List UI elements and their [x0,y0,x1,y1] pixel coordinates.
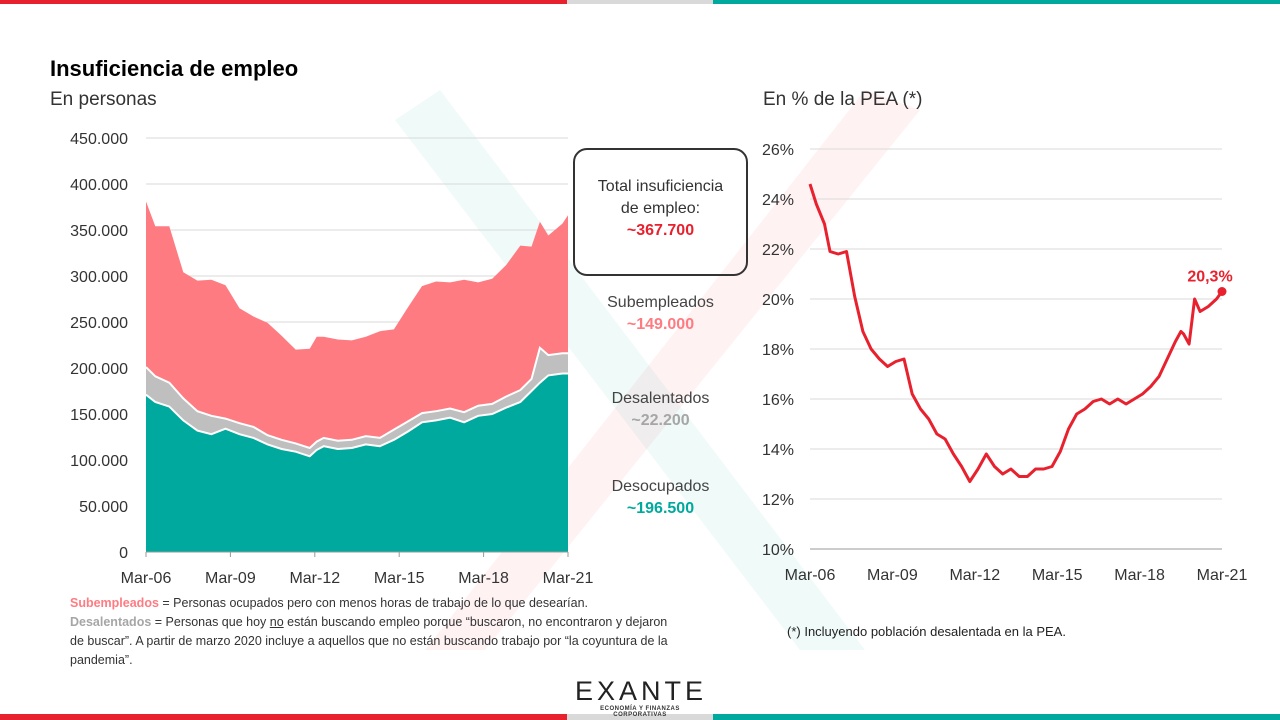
x-tick-label: Mar-21 [543,570,594,587]
x-tick-label: Mar-12 [289,570,340,587]
subempleados-def-text: = Personas ocupados pero con menos horas… [158,596,589,610]
desalentados-label: Desalentados [611,390,710,407]
left-chart-subtitle: En personas [50,89,157,110]
y-tick-label: 350.000 [70,223,128,240]
subempleados-area [146,201,568,448]
subempleados-value: ~149.000 [626,316,695,333]
last-value-label: 20,3% [1187,269,1232,286]
top-bar-red [0,0,567,4]
y-tick-label: 400.000 [70,177,128,194]
desocupados-value: ~196.500 [626,500,695,517]
y-tick-label: 0 [119,545,128,562]
subempleados-definition: Subempleados = Personas ocupados pero co… [70,594,670,613]
subempleados-label: Subempleados [607,294,714,311]
y-tick-label: 12% [762,492,794,509]
bottom-bar-gray [567,714,713,720]
desalentados-def-no: no [269,615,284,629]
y-tick-label: 450.000 [70,131,128,148]
x-tick-label: Mar-09 [205,570,256,587]
desalentados-summary: Desalentados ~22.200 [573,388,748,432]
x-tick-label: Mar-18 [1114,567,1165,584]
y-tick-label: 26% [762,142,794,159]
desalentados-definition: Desalentados = Personas que hoy no están… [70,613,670,670]
logo-name: EXANTE [575,676,708,706]
pea-percentage-line [808,183,1224,483]
subempleados-term: Subempleados [70,596,159,610]
logo-tagline: ECONOMÍA Y FINANZAS CORPORATIVAS [600,706,680,718]
y-tick-label: 100.000 [70,453,128,470]
subempleados-summary: Subempleados ~149.000 [573,292,748,336]
x-tick-label: Mar-15 [374,570,425,587]
x-tick-label: Mar-15 [1032,567,1083,584]
x-tick-label: Mar-21 [1197,567,1248,584]
total-summary-box: Total insuficiencia de empleo: ~367.700 [573,148,748,276]
y-tick-label: 16% [762,392,794,409]
y-tick-label: 150.000 [70,407,128,424]
desalentados-value: ~22.200 [631,412,690,429]
series-separator [145,372,568,458]
desalentados-term: Desalentados [70,615,152,629]
y-tick-label: 20% [762,292,794,309]
page-title: Insuficiencia de empleo [50,56,299,81]
last-value-marker [1217,287,1227,296]
y-tick-label: 200.000 [70,361,128,378]
series-separator [145,345,568,450]
top-bar-teal [713,0,1280,4]
y-tick-label: 18% [762,342,794,359]
exante-logo: EXANTE ECONOMÍA Y FINANZAS CORPORATIVAS [575,676,705,718]
y-tick-label: 250.000 [70,315,128,332]
desocupados-area [146,373,568,552]
y-tick-label: 10% [762,542,794,559]
y-tick-label: 24% [762,192,794,209]
x-tick-label: Mar-12 [949,567,1000,584]
x-tick-label: Mar-06 [785,567,836,584]
y-tick-label: 50.000 [79,499,128,516]
definitions-note: Subempleados = Personas ocupados pero co… [70,594,670,670]
desocupados-summary: Desocupados ~196.500 [573,476,748,520]
pea-footnote: (*) Incluyendo población desalentada en … [787,624,1066,639]
x-tick-label: Mar-18 [458,570,509,587]
x-tick-label: Mar-09 [867,567,918,584]
x-tick-label: Mar-06 [121,570,172,587]
bottom-bar-teal [713,714,1280,720]
desalentados-def-text-1: = Personas que hoy [151,615,270,629]
right-chart-subtitle: En % de la PEA (*) [763,89,923,110]
total-label-line2: de empleo: [620,200,701,217]
desalentados-def-text-2: están buscando empleo porque “buscaron, … [70,615,668,667]
y-tick-label: 14% [762,442,794,459]
y-tick-label: 22% [762,242,794,259]
desocupados-label: Desocupados [611,478,710,495]
top-bar-gray [567,0,713,4]
bottom-bar-red [0,714,567,720]
total-value: ~367.700 [626,222,695,239]
total-label-line1: Total insuficiencia [597,178,724,195]
y-tick-label: 300.000 [70,269,128,286]
desalentados-area [146,347,568,457]
